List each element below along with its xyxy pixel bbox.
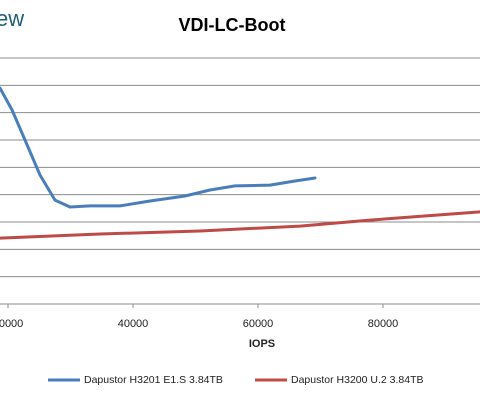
x-tick-label: 20000 [0, 318, 23, 330]
legend-label: Dapustor H3200 U.2 3.84TB [291, 374, 424, 386]
x-tick-label: 60000 [243, 318, 274, 330]
series-line [0, 86, 317, 209]
series-line [0, 210, 480, 240]
x-tick-label: 80000 [368, 318, 399, 330]
legend-label: Dapustor H3201 E1.S 3.84TB [84, 374, 223, 386]
x-axis-label: IOPS [249, 338, 275, 350]
logo-text: ew [0, 6, 24, 31]
chart-title: VDI-LC-Boot [179, 15, 286, 35]
x-tick-label: 40000 [118, 318, 149, 330]
